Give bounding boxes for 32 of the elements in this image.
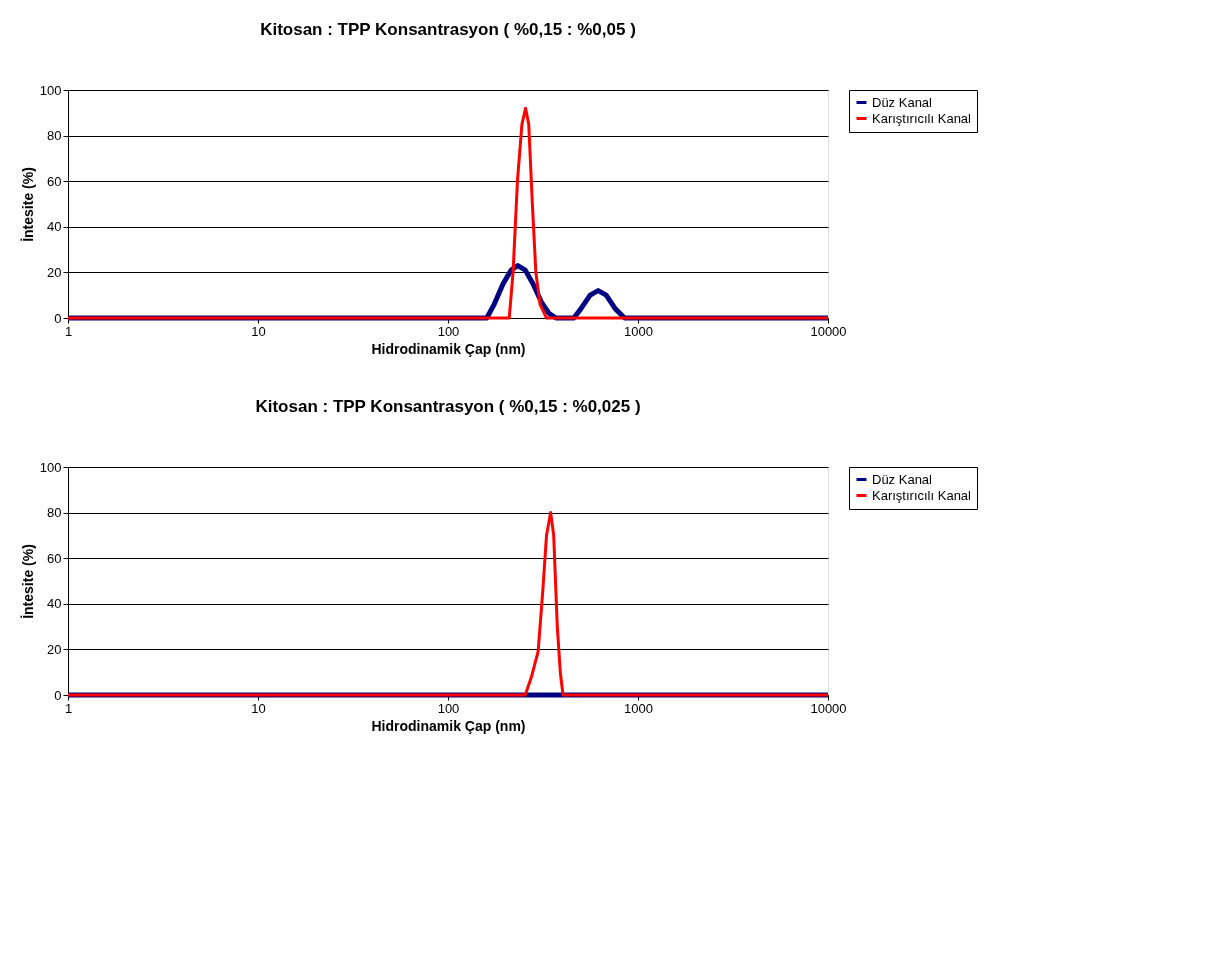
y-tick-label: 0 [54,310,62,326]
x-tick-label: 1 [64,700,73,716]
x-tick-label: 100 [437,700,460,716]
y-tick-label: 20 [47,641,62,657]
y-tick-label: 100 [39,459,62,475]
x-tick-label: 1 [64,323,73,339]
chart-title: Kitosan : TPP Konsantrasyon ( %0,15 : %0,025 ) [255,397,641,416]
x-tick-label: 1000 [624,323,653,339]
legend-label: Düz Kanal [872,94,933,110]
y-tick-label: 0 [54,687,62,703]
x-tick-label: 10 [251,700,266,716]
legend-label: Karıştırıcılı Kanal [872,110,972,126]
y-tick-label: 40 [47,219,62,235]
y-tick-label: 80 [47,505,62,521]
y-tick-label: 80 [47,128,62,144]
y-axis-title: İntesite (%) [19,167,36,242]
y-axis-title: İntesite (%) [19,544,36,619]
y-tick-label: 100 [39,82,62,98]
x-tick-label: 10000 [810,323,847,339]
chart-title: Kitosan : TPP Konsantrasyon ( %0,15 : %0,05 ) [260,20,636,39]
y-tick-label: 60 [47,550,62,566]
y-tick-label: 40 [47,596,62,612]
legend-label: Karıştırıcılı Kanal [872,487,972,503]
y-tick-label: 20 [47,264,62,280]
x-tick-label: 10 [251,323,266,339]
x-axis-title: Hidrodinamik Çap (nm) [371,340,526,357]
x-tick-label: 100 [437,323,460,339]
y-tick-label: 60 [47,173,62,189]
x-tick-label: 1000 [624,700,653,716]
x-tick-label: 10000 [810,700,847,716]
legend-label: Düz Kanal [872,471,933,487]
x-axis-title: Hidrodinamik Çap (nm) [371,717,526,734]
